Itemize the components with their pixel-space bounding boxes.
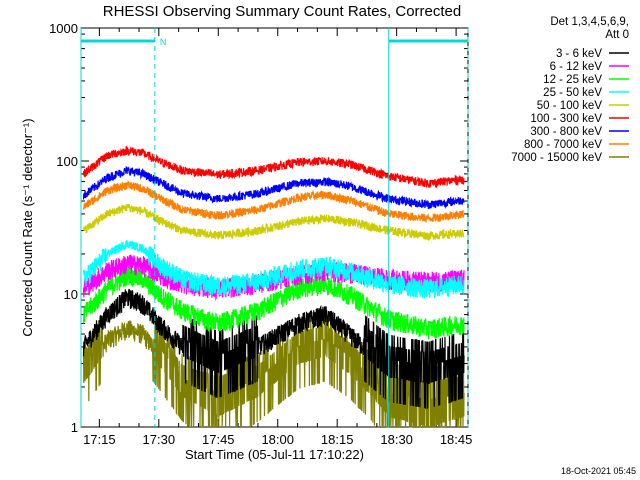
series-line — [82, 239, 465, 299]
legend-label: 6 - 12 keV — [550, 61, 603, 73]
x-tick-label: 18:45 — [440, 432, 473, 447]
series-12-25-kev — [82, 267, 465, 340]
series-layer — [82, 145, 465, 428]
series-800-7000-kev — [82, 180, 465, 223]
x-tick-label: 18:15 — [321, 432, 354, 447]
x-axis-title: Start Time (05-Jul-11 17:10:22) — [185, 447, 364, 462]
legend-label: 300 - 800 keV — [530, 126, 602, 138]
series-line — [82, 180, 465, 223]
legend-entry: 100 - 300 keV — [530, 113, 629, 125]
series-line — [82, 267, 465, 340]
legend-header: Att 0 — [605, 29, 629, 41]
y-tick-label: 1000 — [49, 21, 78, 36]
series-line — [82, 145, 465, 189]
legend-entry: 300 - 800 keV — [530, 126, 629, 138]
series-line — [82, 288, 465, 410]
labels-layer: 1 10 100 1000 17:15 17:30 17:45 18:00 18:15 18:30… — [20, 21, 472, 462]
legend-label: 800 - 7000 keV — [524, 139, 602, 151]
series-100-300-kev — [82, 145, 465, 189]
legend-label: 100 - 300 keV — [530, 113, 602, 125]
series-3-6-kev — [82, 288, 465, 410]
legend-entry: 6 - 12 keV — [550, 61, 629, 73]
y-axis-title: Corrected Count Rate (s⁻¹ detector⁻¹) — [20, 118, 35, 336]
series-line — [82, 203, 465, 242]
flag-label: N — [160, 37, 167, 47]
series-50-100-kev — [82, 203, 465, 242]
legend-entry: 3 - 6 keV — [556, 48, 629, 60]
legend-entry: 50 - 100 keV — [537, 100, 629, 112]
legend-header: Det 1,3,4,5,6,9, — [550, 16, 629, 28]
series-25-50-kev — [82, 239, 465, 299]
chart-title: RHESSI Observing Summary Count Rates, Co… — [103, 3, 461, 20]
series-300-800-kev — [82, 165, 465, 210]
y-tick-label: 100 — [56, 154, 78, 169]
y-tick-label: 1 — [71, 420, 78, 435]
legend-label: 7000 - 15000 keV — [511, 152, 602, 164]
legend-label: 3 - 6 keV — [556, 48, 602, 60]
x-tick-label: 17:15 — [83, 432, 116, 447]
legend-entry: 25 - 50 keV — [543, 87, 629, 99]
x-tick-label: 18:00 — [261, 432, 294, 447]
legend-label: 25 - 50 keV — [543, 87, 602, 99]
overlay-layer: N — [80, 28, 469, 427]
x-tick-label: 18:30 — [380, 432, 413, 447]
x-tick-label: 17:45 — [202, 432, 235, 447]
legend-entry: 7000 - 15000 keV — [511, 152, 629, 164]
legend-label: 12 - 25 keV — [543, 74, 602, 86]
x-tick-label: 17:30 — [143, 432, 176, 447]
y-tick-label: 10 — [64, 287, 78, 302]
legend-entry: 12 - 25 keV — [543, 74, 629, 86]
legend-label: 50 - 100 keV — [537, 100, 603, 112]
legend-entry: 800 - 7000 keV — [524, 139, 629, 151]
timestamp-footer: 18-Oct-2021 05:45 — [561, 466, 636, 476]
series-line — [82, 165, 465, 210]
